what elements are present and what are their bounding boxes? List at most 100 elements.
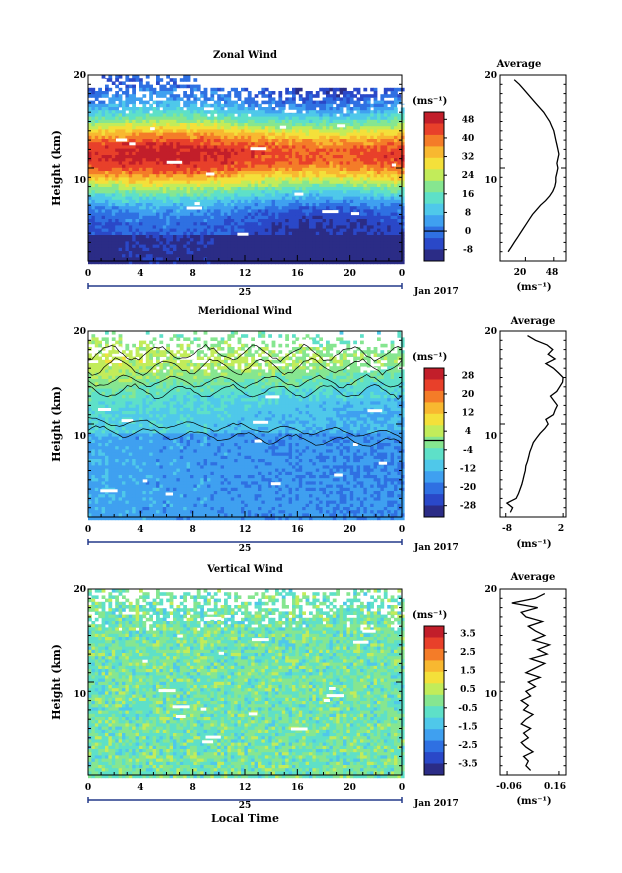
heatmap-cell <box>159 187 164 191</box>
heatmap-cell <box>346 180 351 185</box>
heatmap-cell <box>193 225 198 229</box>
heatmap-cell <box>125 123 130 127</box>
heatmap-cell <box>105 247 109 252</box>
heatmap-cell <box>166 132 170 137</box>
heatmap-cell <box>176 244 181 249</box>
heatmap-cell <box>169 225 174 229</box>
heatmap-cell <box>281 180 286 185</box>
heatmap-cell <box>94 116 99 121</box>
heatmap-cell <box>383 139 388 143</box>
heatmap-cell <box>373 222 378 226</box>
heatmap-cell <box>145 129 150 133</box>
data-gap <box>397 104 411 108</box>
heatmap-cell <box>111 180 116 185</box>
heatmap-cell <box>339 91 344 95</box>
heatmap-cell <box>322 107 327 111</box>
heatmap-cell <box>275 190 279 194</box>
heatmap-cell <box>339 158 344 162</box>
heatmap-cell <box>94 247 99 252</box>
heatmap-cell <box>108 206 113 210</box>
heatmap-cell <box>169 110 174 114</box>
heatmap-cell <box>244 206 249 210</box>
heatmap-cell <box>356 241 361 245</box>
heatmap-cell <box>186 251 191 255</box>
heatmap-cell <box>166 196 170 201</box>
heatmap-cell <box>390 113 395 117</box>
heatmap-cell <box>326 174 330 178</box>
heatmap-cell <box>91 177 96 181</box>
heatmap-cell <box>217 260 221 265</box>
heatmap-cell <box>394 129 398 133</box>
heatmap-cell <box>152 161 157 165</box>
heatmap-cell <box>122 180 126 185</box>
heatmap-cell <box>241 151 245 156</box>
heatmap-cell <box>173 126 177 130</box>
heatmap-cell <box>176 209 181 213</box>
heatmap-cell <box>309 260 313 265</box>
heatmap-cell <box>322 142 327 146</box>
heatmap-cell <box>339 164 344 169</box>
heatmap-cell <box>319 119 323 124</box>
heatmap-cell <box>271 183 276 188</box>
heatmap-cell <box>196 164 201 169</box>
heatmap-cell <box>373 251 378 255</box>
heatmap-cell <box>390 177 395 181</box>
heatmap-cell <box>244 199 249 204</box>
heatmap-cell <box>156 209 160 213</box>
heatmap-cell <box>278 187 283 191</box>
data-gap <box>116 138 128 142</box>
heatmap-cell <box>200 241 204 245</box>
heatmap-cell <box>370 113 374 117</box>
heatmap-cell <box>251 199 255 204</box>
heatmap-cell <box>230 254 235 258</box>
heatmap-cell <box>319 126 323 130</box>
heatmap-cell <box>251 231 255 236</box>
heatmap-cell <box>152 219 157 223</box>
heatmap-cell <box>217 132 221 137</box>
data-gap <box>205 172 215 176</box>
heatmap-cell <box>166 190 170 194</box>
heatmap-cell <box>118 164 123 169</box>
heatmap-cell <box>271 145 276 149</box>
heatmap-cell <box>264 251 269 255</box>
heatmap-cell <box>190 142 194 146</box>
heatmap-cell <box>183 110 187 114</box>
heatmap-cell <box>108 228 113 233</box>
heatmap-cell <box>91 142 96 146</box>
heatmap-cell <box>353 103 357 108</box>
heatmap-cell <box>292 132 296 137</box>
heatmap-cell <box>200 225 204 229</box>
heatmap-cell <box>241 212 245 217</box>
heatmap-cell <box>139 161 143 165</box>
heatmap-cell <box>91 193 96 197</box>
heatmap-cell <box>200 254 204 258</box>
heatmap-cell <box>373 110 378 114</box>
heatmap-cell <box>383 110 388 114</box>
heatmap-cell <box>394 158 398 162</box>
heatmap-cell <box>366 174 371 178</box>
heatmap-cell <box>122 241 126 245</box>
heatmap-cell <box>400 257 405 261</box>
heatmap-cell <box>268 196 272 201</box>
heatmap-cell <box>315 91 320 95</box>
heatmap-cell <box>370 215 374 220</box>
heatmap-cell <box>98 257 102 261</box>
heatmap-cell <box>305 94 310 98</box>
heatmap-cell <box>281 151 286 156</box>
heatmap-cell <box>302 180 306 185</box>
heatmap-cell <box>139 123 143 127</box>
heatmap-cell <box>156 142 160 146</box>
heatmap-cell <box>139 183 143 188</box>
heatmap-cell <box>108 139 113 143</box>
heatmap-cell <box>251 209 255 213</box>
heatmap-cell <box>332 222 337 226</box>
heatmap-cell <box>278 228 283 233</box>
heatmap-cell <box>377 129 381 133</box>
heatmap-cell <box>132 238 136 242</box>
heatmap-cell <box>326 193 330 197</box>
heatmap-cell <box>162 238 167 242</box>
heatmap-cell <box>343 100 347 105</box>
heatmap-cell <box>261 206 266 210</box>
heatmap-cell <box>295 129 300 133</box>
heatmap-cell <box>142 206 147 210</box>
